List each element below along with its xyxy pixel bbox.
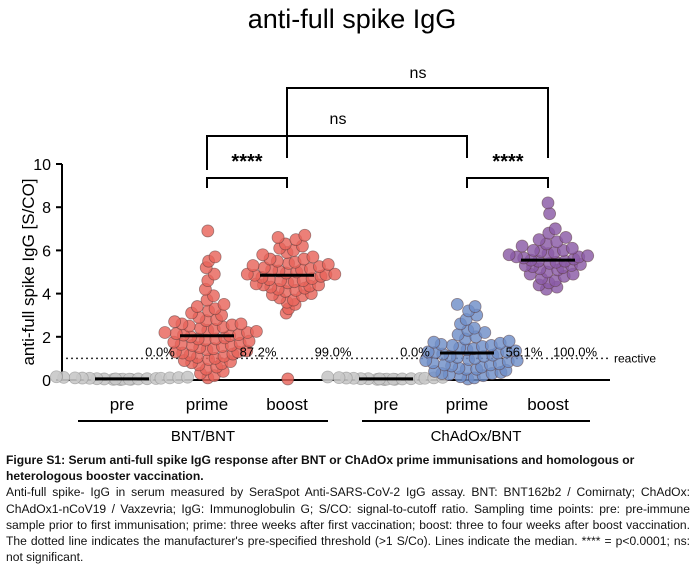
x-axis-labels: pre prime boost BNT/BNT pre prime boost ChAdOx/…	[78, 395, 590, 445]
figure-caption: Figure S1: Serum anti-full spike IgG res…	[6, 452, 690, 565]
data-point	[548, 222, 562, 236]
y-tick-label: 2	[42, 330, 51, 347]
data-point	[68, 371, 82, 385]
data-point	[190, 300, 204, 313]
data-point	[467, 321, 481, 335]
median-lines: 0.0% 87.2% 99.0% 0.0% 56.1% 100.0%	[95, 258, 598, 381]
data-point	[515, 239, 529, 253]
significance-bracket	[286, 87, 549, 158]
threshold-line: reactive	[66, 351, 656, 365]
percent-reactive-label: 56.1%	[506, 344, 543, 359]
data-point	[208, 250, 222, 264]
data-point	[256, 248, 270, 262]
x-category-label: pre	[374, 395, 399, 414]
y-tick-label: 8	[42, 200, 51, 217]
group-label: BNT/BNT	[171, 428, 235, 445]
y-tick-label: 6	[42, 243, 51, 260]
significance-brackets: **** **** ns ns	[206, 65, 549, 188]
data-point	[168, 315, 182, 329]
significance-bracket	[206, 177, 288, 188]
y-tick-label: 4	[42, 287, 51, 304]
data-point	[246, 259, 260, 272]
data-point	[321, 370, 335, 384]
caption-text: Anti-full spike- IgG in serum measured b…	[6, 485, 690, 565]
caption-title: Figure S1: Serum anti-full spike IgG res…	[6, 453, 635, 484]
percent-reactive-label: 87.2%	[240, 344, 277, 359]
percent-reactive-label: 99.0%	[315, 344, 352, 359]
x-category-label: boost	[266, 395, 308, 414]
significance-bracket	[206, 135, 468, 170]
data-point	[559, 231, 573, 244]
data-point	[421, 345, 435, 359]
data-point	[581, 249, 595, 263]
data-point	[445, 339, 459, 352]
y-axis-label: anti-full spike IgG [S/CO]	[19, 178, 38, 365]
data-point	[281, 372, 295, 386]
data-point	[541, 196, 555, 210]
data-point	[427, 335, 441, 349]
data-point	[328, 267, 342, 281]
data-point	[249, 324, 263, 338]
data-point	[306, 250, 320, 264]
data-point	[217, 297, 231, 311]
data-point	[468, 300, 482, 313]
percent-reactive-label: 0.0%	[400, 344, 430, 359]
significance-bracket	[466, 177, 549, 188]
x-category-label: prime	[186, 395, 229, 414]
data-point	[271, 231, 285, 244]
data-point	[234, 317, 248, 331]
data-point	[450, 297, 464, 311]
data-point	[158, 326, 172, 339]
data-point	[565, 241, 579, 255]
threshold-label: reactive	[614, 351, 656, 365]
data-point	[502, 334, 516, 348]
data-point	[321, 258, 335, 271]
data-point	[502, 248, 516, 262]
data-point	[543, 207, 556, 221]
significance-label: ns	[410, 65, 427, 82]
data-point	[532, 233, 546, 247]
x-category-label: prime	[446, 395, 489, 414]
data-point	[332, 371, 346, 385]
chart: anti-full spike IgG anti-full spike IgG …	[19, 4, 656, 445]
x-category-label: pre	[110, 395, 135, 414]
percent-reactive-label: 0.0%	[145, 344, 175, 359]
chart-title: anti-full spike IgG	[248, 4, 457, 34]
significance-label: ****	[231, 151, 262, 173]
data-point	[509, 344, 522, 358]
data-point	[181, 370, 195, 384]
data-point	[50, 370, 63, 384]
percent-reactive-label: 100.0%	[553, 344, 598, 359]
data-point	[527, 243, 540, 257]
data-point	[201, 224, 215, 238]
y-tick-label: 10	[33, 157, 51, 174]
significance-label: ****	[492, 151, 523, 173]
data-point	[298, 228, 312, 242]
group-label: ChAdOx/BNT	[431, 428, 522, 445]
significance-label: ns	[330, 111, 347, 128]
x-category-label: boost	[527, 395, 569, 414]
y-tick-label: 0	[42, 373, 51, 390]
